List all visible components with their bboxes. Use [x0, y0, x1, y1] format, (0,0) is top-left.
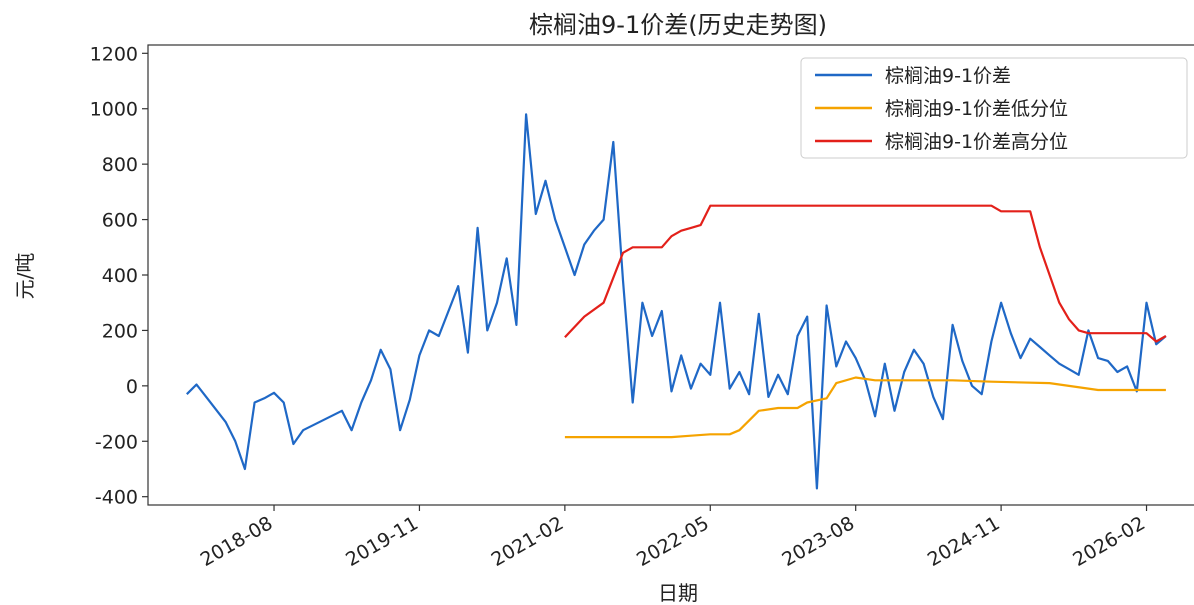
y-tick-label: 200: [102, 320, 138, 342]
legend-label: 棕榈油9-1价差低分位: [885, 98, 1068, 120]
y-tick-label: 600: [102, 210, 138, 232]
y-tick-label: 1000: [90, 99, 138, 121]
series-line-1: [186, 113, 1167, 490]
x-tick-label: 2023-08: [778, 512, 858, 571]
y-tick-label: 0: [126, 376, 138, 398]
legend-label: 棕榈油9-1价差高分位: [885, 131, 1068, 153]
x-tick-label: 2021-02: [488, 512, 568, 571]
x-tick-label: 2024-11: [924, 512, 1004, 571]
y-tick-label: 400: [102, 265, 138, 287]
y-tick-label: -400: [95, 487, 138, 509]
y-axis-title: 元/吨: [13, 253, 37, 300]
series-line-3: [564, 204, 1167, 343]
y-tick-label: 1200: [90, 43, 138, 65]
x-axis: 2018-08 2019-11 2021-02 2022-05 2023-08 2024-…: [197, 505, 1149, 571]
x-tick-label: 2018-08: [197, 512, 277, 571]
x-tick-label: 2026-02: [1069, 512, 1149, 571]
legend-frame: [800, 57, 1188, 159]
x-axis-title: 日期: [658, 581, 698, 605]
series-line-2: [564, 376, 1166, 439]
x-tick-label: 2019-11: [342, 512, 422, 571]
y-axis: -400 -200 0 200 400 600 800 1000 1200: [90, 43, 148, 509]
x-tick-label: 2022-05: [633, 512, 713, 571]
series-layer: [186, 113, 1167, 490]
chart-title: 棕榈油9-1价差(历史走势图): [529, 11, 827, 39]
y-tick-label: -200: [95, 431, 138, 453]
y-tick-label: 800: [102, 154, 138, 176]
legend-label: 棕榈油9-1价差: [885, 65, 1011, 87]
